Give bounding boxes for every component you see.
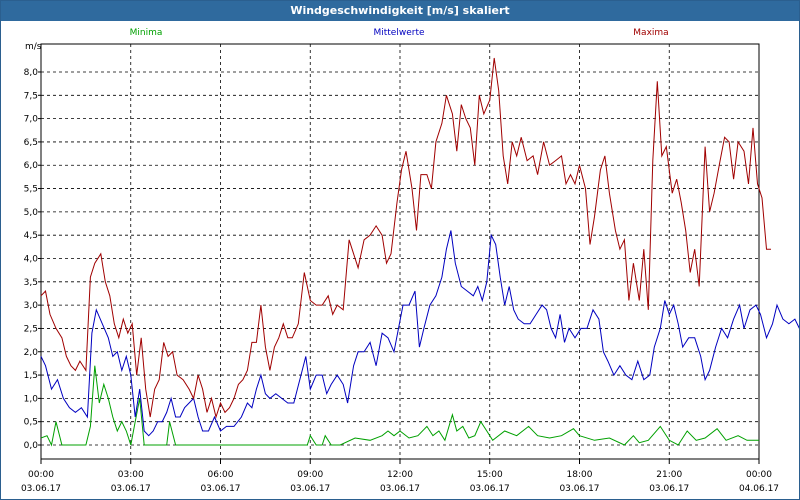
x-tick-time: 12:00 — [387, 470, 413, 480]
window-title: Windgeschwindigkeit [m/s] skaliert — [1, 1, 799, 21]
y-tick-label: 8,0 — [24, 68, 39, 78]
x-tick-time: 03:00 — [118, 470, 144, 480]
x-tick-time: 18:00 — [567, 470, 593, 480]
y-tick-label: 1,0 — [24, 394, 39, 404]
y-tick-label: 6,5 — [24, 138, 38, 148]
x-tick-date: 03.06.17 — [21, 484, 61, 494]
y-axis-unit-label: m/s — [25, 42, 42, 52]
series-line-mittelwerte — [40, 230, 799, 437]
legend-mittelwerte: Mittelwerte — [373, 28, 424, 38]
x-tick-time: 15:00 — [477, 470, 503, 480]
x-tick-time: 09:00 — [297, 470, 323, 480]
x-tick-time: 00:00 — [28, 470, 54, 480]
y-tick-label: 6,0 — [24, 161, 39, 171]
y-tick-label: 5,5 — [24, 185, 38, 195]
x-tick-time: 06:00 — [208, 470, 234, 480]
y-tick-label: 4,0 — [24, 254, 39, 264]
x-tick-date: 03.06.17 — [380, 484, 420, 494]
y-tick-label: 0,5 — [24, 418, 38, 428]
y-tick-label: 4,5 — [24, 231, 38, 241]
series-line-minima — [40, 365, 759, 447]
y-tick-label: 3,0 — [24, 301, 39, 311]
y-tick-label: 3,5 — [24, 278, 38, 288]
x-tick-date: 03.06.17 — [111, 484, 151, 494]
y-tick-label: 7,0 — [24, 115, 39, 125]
y-tick-label: 2,0 — [24, 348, 39, 358]
legend-maxima: Maxima — [633, 28, 668, 38]
x-tick-date: 03.06.17 — [470, 484, 510, 494]
x-tick-date: 03.06.17 — [290, 484, 330, 494]
x-tick-date: 03.06.17 — [649, 484, 689, 494]
y-tick-label: 7,5 — [24, 91, 38, 101]
x-tick-time: 21:00 — [656, 470, 682, 480]
y-tick-label: 0,0 — [24, 441, 39, 451]
wind-speed-chart: 0,0 0,5 1,0 1,5 2,0 2,5 3,0 3,5 4,0 4,5 5,0 5,5 6,0 6… — [21, 28, 799, 494]
x-tick-time: 00:00 — [746, 470, 772, 480]
x-tick-date: 04.06.17 — [739, 484, 779, 494]
y-tick-label: 2,5 — [24, 324, 38, 334]
series-line-maxima — [40, 57, 771, 419]
x-tick-date: 03.06.17 — [200, 484, 240, 494]
legend-minima: Minima — [130, 28, 163, 38]
y-tick-label: 5,0 — [24, 208, 39, 218]
x-tick-date: 03.06.17 — [559, 484, 599, 494]
y-tick-label: 1,5 — [24, 371, 38, 381]
